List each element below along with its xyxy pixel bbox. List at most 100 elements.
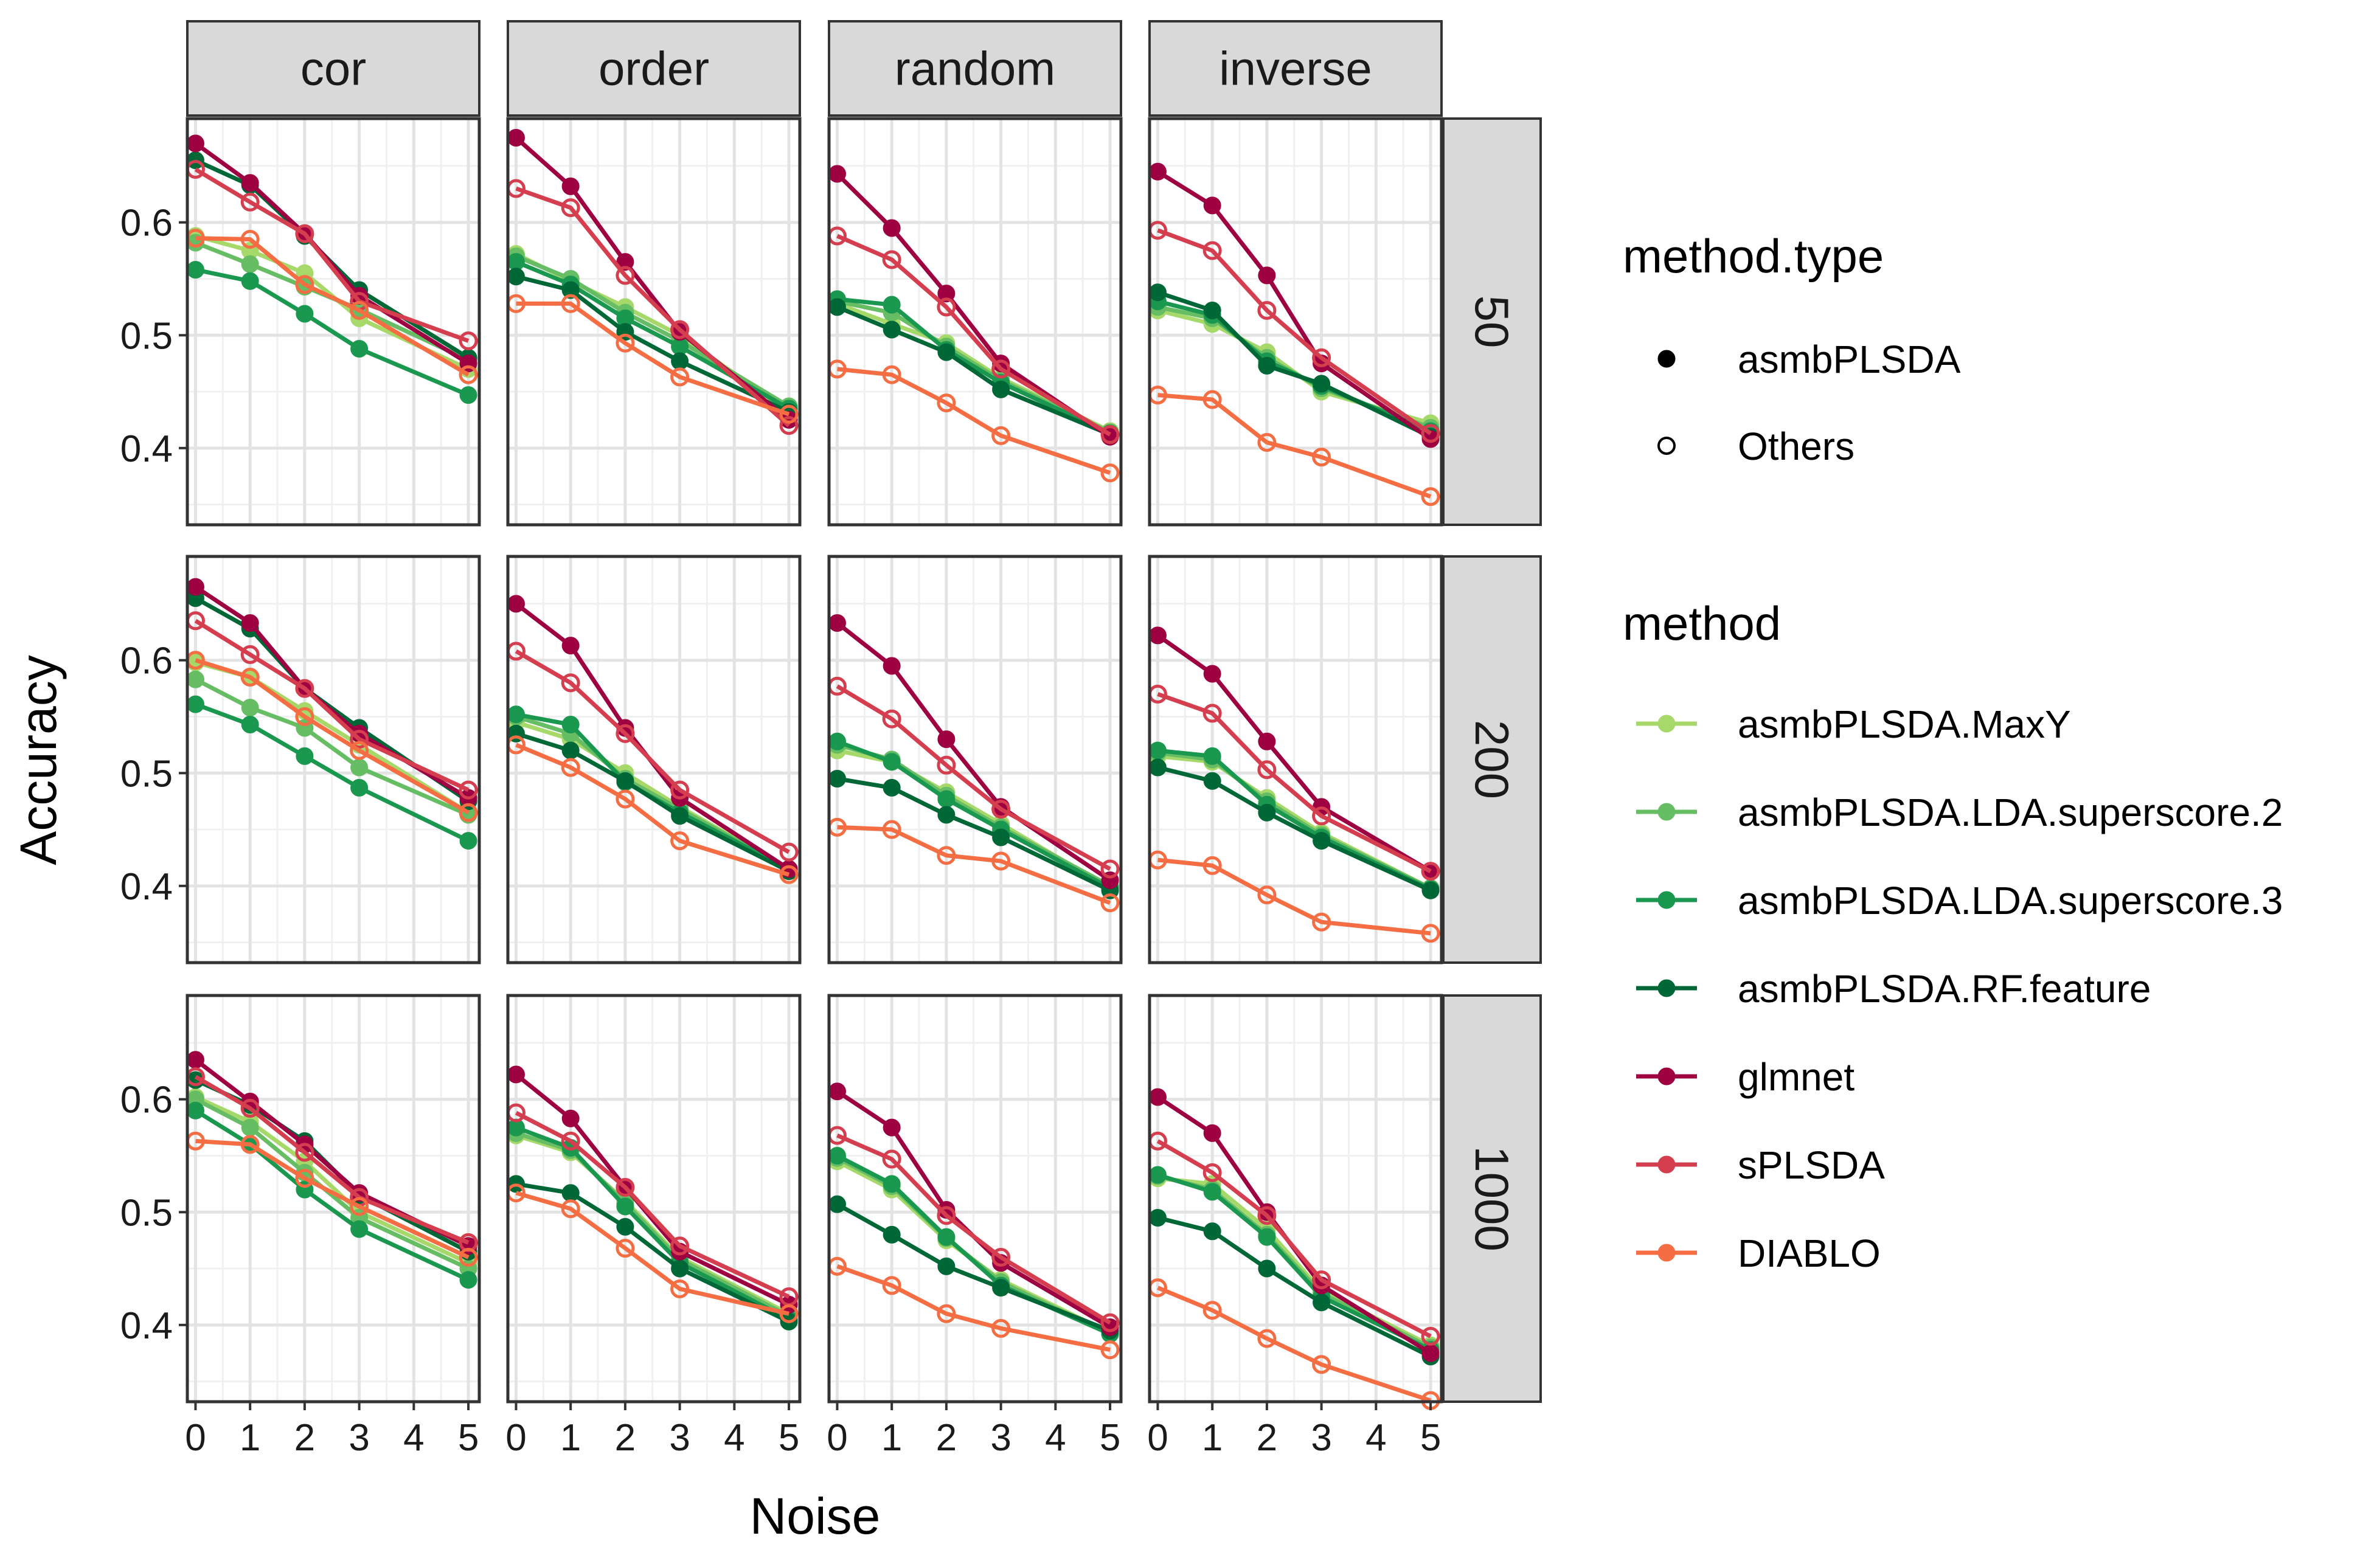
- data-point: [616, 1197, 634, 1216]
- series-line-sPLSDA: [515, 649, 790, 854]
- data-point: [561, 758, 580, 777]
- legend-key-Others: [1657, 437, 1676, 455]
- data-point: [350, 1220, 369, 1238]
- x-tick-label: 3: [990, 1417, 1011, 1459]
- legend-point-DIABLO: [1657, 1244, 1676, 1262]
- data-point: [1312, 448, 1331, 467]
- panel-1000-order: [506, 994, 802, 1404]
- data-point: [670, 1236, 690, 1256]
- data-point: [937, 285, 956, 303]
- strip-col-order: [507, 20, 801, 117]
- y-axis-title: Accuracy: [10, 655, 67, 865]
- panel-border: [827, 994, 1123, 1404]
- data-point: [670, 1279, 690, 1298]
- data-point: [1313, 832, 1331, 850]
- legend-label-asmbPLSDA.MaxY: asmbPLSDA.MaxY: [1738, 702, 2071, 746]
- panel-200-random: [827, 555, 1123, 964]
- x-tick-label: 2: [294, 1417, 315, 1459]
- x-tick-label: 4: [1365, 1417, 1386, 1459]
- data-point: [670, 780, 690, 800]
- data-point: [561, 741, 580, 760]
- panel-background: [1150, 995, 1442, 1402]
- legend-title-method: method: [1623, 597, 1781, 650]
- row-strips: 50 200 1000: [1442, 117, 1542, 1403]
- data-point: [1312, 1270, 1331, 1290]
- data-point: [883, 753, 901, 771]
- strip-row-200: [1442, 555, 1542, 964]
- data-point: [295, 275, 314, 294]
- panel-border: [506, 555, 802, 964]
- data-point: [459, 803, 478, 822]
- data-point: [937, 755, 956, 775]
- data-point: [779, 842, 799, 862]
- data-point: [459, 1247, 478, 1267]
- series-line-DIABLO: [515, 1191, 789, 1316]
- data-point: [1148, 758, 1167, 777]
- data-point: [883, 320, 901, 339]
- data-point: [561, 1199, 580, 1219]
- legend-point-sPLSDA: [1657, 1155, 1676, 1174]
- data-point: [883, 1175, 901, 1193]
- x-tick-label: 2: [936, 1417, 957, 1459]
- panel-border: [506, 994, 802, 1404]
- y-axes: 0.4 0.5 0.6 0.4 0.5 0.6 0.4 0.5 0.6: [120, 203, 187, 1347]
- data-point: [1421, 881, 1440, 899]
- strip-label-1000: 1000: [1465, 1146, 1519, 1252]
- y-tick-label: 0.4: [120, 866, 173, 908]
- panel-background: [508, 995, 800, 1402]
- data-point: [616, 772, 634, 790]
- legend-key-asmbPLSDA: [1657, 350, 1676, 368]
- data-point: [1421, 424, 1440, 443]
- x-tick-label: 0: [185, 1417, 206, 1459]
- panel-border: [827, 117, 1123, 527]
- series-line-sPLSDA: [1157, 228, 1432, 435]
- x-tick-label: 1: [240, 1417, 260, 1459]
- data-point: [1258, 1228, 1276, 1246]
- data-point: [296, 305, 314, 323]
- data-point: [616, 266, 635, 285]
- data-point: [561, 1131, 580, 1151]
- data-point: [828, 1082, 846, 1101]
- series-asmbPLSDA.LDA.superscore.3: [186, 695, 477, 850]
- data-point: [1203, 301, 1221, 319]
- data-point: [350, 741, 369, 760]
- data-point: [882, 1149, 901, 1169]
- series-line-DIABLO: [516, 301, 790, 417]
- data-point: [671, 352, 689, 370]
- data-point: [459, 780, 478, 800]
- data-point: [186, 670, 204, 688]
- data-point: [828, 165, 846, 183]
- data-point: [350, 758, 369, 777]
- data-point: [1202, 390, 1222, 409]
- data-point: [1100, 859, 1120, 879]
- legend-label-asmbPLSDA.LDA.superscore.2: asmbPLSDA.LDA.superscore.2: [1738, 791, 2283, 834]
- series-sPLSDA: [1148, 1131, 1440, 1346]
- data-point: [1203, 772, 1221, 790]
- data-point: [186, 1101, 204, 1120]
- data-point: [561, 177, 580, 195]
- data-point: [616, 789, 635, 809]
- data-point: [991, 426, 1011, 445]
- data-point: [561, 281, 580, 299]
- panel-200-order: [506, 555, 802, 964]
- data-point: [779, 416, 799, 435]
- data-point: [991, 851, 1011, 871]
- legend-label-asmbPLSDA.RF.feature: asmbPLSDA.RF.feature: [1738, 967, 2151, 1011]
- data-point: [883, 1225, 901, 1244]
- series-asmbPLSDA.RF.feature: [1148, 758, 1440, 899]
- data-point: [883, 1118, 901, 1137]
- data-point: [1100, 1340, 1120, 1360]
- data-point: [241, 272, 259, 290]
- data-point: [240, 668, 260, 687]
- legend-title-method-type: method.type: [1623, 229, 1884, 283]
- data-point: [828, 732, 846, 750]
- data-point: [616, 1217, 634, 1236]
- data-point: [1421, 487, 1440, 507]
- x-tick-label: 3: [669, 1417, 690, 1459]
- x-tick-label: 4: [403, 1417, 424, 1459]
- data-point: [1148, 1166, 1167, 1184]
- data-point: [1421, 1344, 1440, 1362]
- data-point: [240, 1135, 260, 1154]
- data-point: [1148, 741, 1167, 760]
- data-point: [186, 134, 204, 153]
